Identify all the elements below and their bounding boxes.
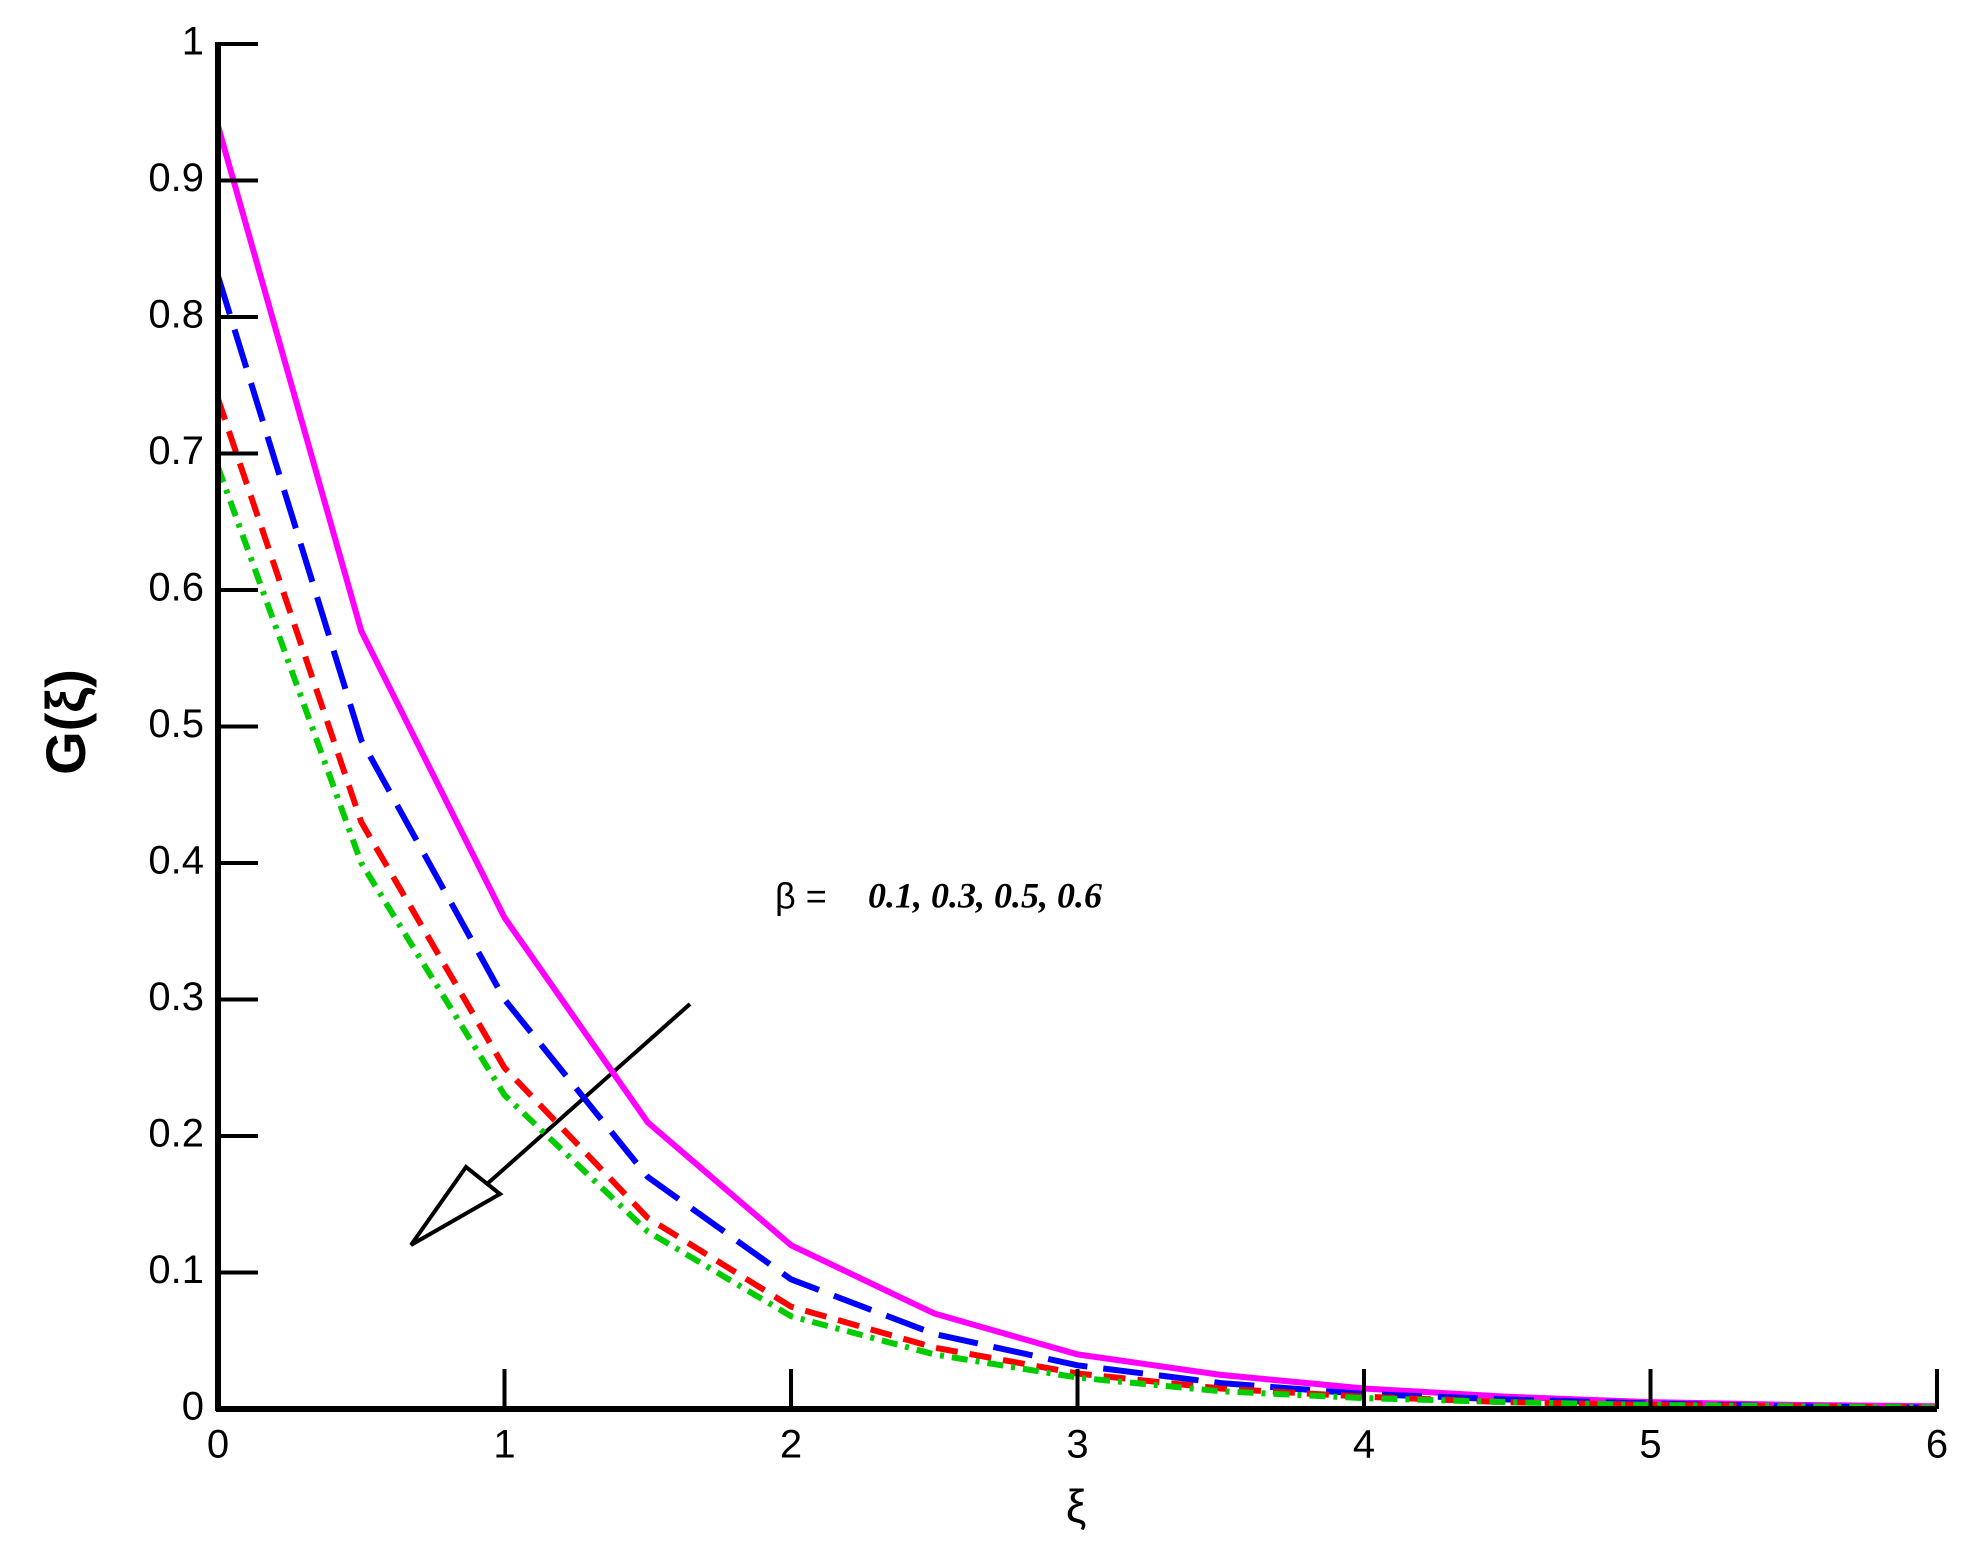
x-axis-label: ξ xyxy=(1066,1480,1087,1532)
y-axis-label: G(ξ) xyxy=(34,669,97,775)
x-tick-label: 3 xyxy=(1066,1423,1088,1467)
y-tick-label: 0.4 xyxy=(148,839,204,883)
line-series xyxy=(215,466,1938,1411)
x-tick-label: 5 xyxy=(1639,1423,1661,1467)
y-tick-label: 0 xyxy=(182,1385,204,1429)
y-tick-label: 0.3 xyxy=(148,975,204,1019)
y-tick-label: 0.2 xyxy=(148,1112,204,1156)
x-tick-label: 0 xyxy=(207,1423,229,1467)
x-tick-label: 2 xyxy=(780,1423,802,1467)
y-tick-label: 0.8 xyxy=(148,293,204,337)
annotation-values: 0.1, 0.3, 0.5, 0.6 xyxy=(868,875,1102,915)
x-tick-label: 6 xyxy=(1926,1423,1948,1467)
y-tick-label: 0.6 xyxy=(148,566,204,610)
arrow-head xyxy=(409,1164,504,1247)
y-tick-label: 0.5 xyxy=(148,702,204,746)
x-tick-label: 4 xyxy=(1353,1423,1375,1467)
y-tick-label: 0.7 xyxy=(148,429,204,473)
y-tick-label: 0.1 xyxy=(148,1248,204,1292)
y-tick-label: 0.9 xyxy=(148,156,204,200)
line-series xyxy=(215,275,1938,1411)
y-tick-label: 1 xyxy=(182,20,204,64)
line-series xyxy=(215,125,1938,1410)
x-tick-label: 1 xyxy=(493,1423,515,1467)
annotation-symbol: β = xyxy=(775,876,827,917)
